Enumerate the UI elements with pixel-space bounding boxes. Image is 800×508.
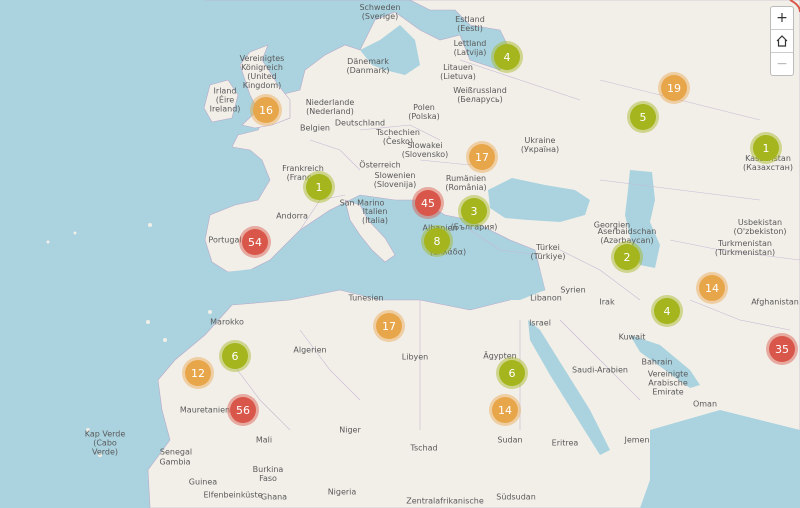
country-label-agypten: Ägypten [483,351,517,361]
marker-cluster[interactable]: 45 [415,190,441,216]
marker-cluster[interactable]: 3 [461,198,487,224]
country-label-sudan: Sudan [497,435,523,445]
country-label-weissrussland: Weißrussland (Беларусь) [453,86,507,104]
marker-cluster[interactable]: 1 [306,174,332,200]
country-label-algerien: Algerien [293,345,327,355]
country-label-turkmenistan: Turkmenistan (Türkmenistan) [714,239,776,257]
marker-cluster[interactable]: 2 [614,244,640,270]
country-label-niederlande: Niederlande (Nederland) [305,98,355,116]
country-label-slowakei: Slowakei (Slovensko) [401,141,449,159]
marker-cluster[interactable]: 14 [492,397,518,423]
country-label-estland: Estland (Eesti) [455,15,485,33]
country-label-schweden: Schweden (Sverige) [359,3,401,21]
country-label-litauen: Litauen (Lietuva) [440,63,476,81]
country-label-libyen: Libyen [401,352,429,362]
country-label-italien: Italien (Italia) [362,207,388,225]
country-label-tunesien: Tunesien [348,293,384,303]
country-label-nigeria: Nigeria [327,487,357,497]
country-label-senegal: Senegal [159,447,193,457]
country-label-eritrea: Eritrea [551,438,579,448]
marker-cluster[interactable]: 17 [469,144,495,170]
country-label-libanon: Libanon [530,293,562,303]
country-label-uk: Vereinigtes Königreich (United Kingdom) [239,54,285,90]
country-label-slowenien: Slowenien (Slovenija) [373,171,417,189]
country-label-kap-verde: Kap Verde (Cabo Verde) [84,429,126,457]
marker-cluster[interactable]: 1 [753,135,779,161]
country-label-deutschland: Deutschland [334,118,386,128]
marker-cluster[interactable]: 12 [185,360,211,386]
country-label-irak: Irak [599,297,615,307]
marker-cluster[interactable]: 8 [424,228,450,254]
zoom-out-button[interactable]: − [776,56,788,72]
marker-cluster[interactable]: 4 [654,298,680,324]
country-label-turkei: Türkei (Türkiye) [530,243,566,261]
country-label-jemen: Jemen [624,435,650,445]
country-label-burkina-faso: Burkina Faso [252,465,284,483]
marker-cluster[interactable]: 54 [242,229,268,255]
marker-cluster[interactable]: 6 [499,360,525,386]
home-button[interactable] [771,30,793,53]
country-label-osterreich: Österreich [359,160,401,170]
country-label-san-marino: San Marino [339,198,385,208]
marker-cluster[interactable]: 16 [253,97,279,123]
country-label-georgien: Georgien [593,220,631,230]
zoom-in-button[interactable]: + [771,7,793,30]
country-label-lettland: Lettland (Latvija) [453,39,487,57]
country-label-syrien: Syrien [560,285,586,295]
country-label-marokko: Marokko [210,317,244,327]
country-label-ukraine: Ukraine (Україна) [520,136,560,154]
country-label-afghanistan: Afghanistan [751,297,799,307]
country-label-danemark: Dänemark (Danmark) [346,57,390,75]
marker-cluster[interactable]: 56 [230,397,256,423]
country-label-sudsudan: Südsudan [496,492,536,502]
marker-cluster[interactable]: 14 [699,275,725,301]
country-label-zentralafrika: Zentralafrikanische [406,496,484,506]
country-label-gambia: Gambia [159,457,191,467]
country-label-vae: Vereinigte Arabische Emirate [647,369,689,397]
country-label-tschad: Tschad [410,443,438,453]
marker-cluster[interactable]: 4 [494,44,520,70]
country-label-bahrain: Bahrain [641,357,673,367]
country-label-kuwait: Kuwait [618,332,646,342]
marker-cluster[interactable]: 5 [630,104,656,130]
marker-cluster[interactable]: 17 [376,313,402,339]
marker-cluster[interactable]: 35 [769,336,795,362]
country-label-niger: Niger [339,425,361,435]
country-label-israel: Israel [529,318,551,328]
marker-cluster[interactable]: 6 [222,343,248,369]
country-label-guinea: Guinea [188,477,218,487]
country-label-bulgarien: (България) [450,222,498,232]
country-label-mauretanien: Mauretanien [179,405,231,415]
country-label-mali: Mali [255,435,273,445]
home-icon [776,35,788,47]
country-label-polen: Polen (Polska) [408,103,440,121]
country-label-aserbaidschan: Aserbaidschan (Azərbaycan) [597,227,657,245]
country-label-ghana: Ghana [260,492,288,502]
country-label-frankreich: Frankreich (France) [282,164,324,182]
country-label-andorra: Andorra [276,211,308,221]
country-label-irland: Irland (Éire Ireland) [209,86,241,114]
country-label-elfenbeinkuste: Elfenbeinküste [203,490,263,500]
country-label-portugal: Portugal [208,235,242,245]
map-controls: + − [770,6,794,76]
country-label-oman: Oman [692,399,718,409]
country-label-griechenland: (Ελλάδα) [429,247,467,257]
country-label-tschechien: Tschechien (Česko) [376,128,420,146]
country-label-saudi-arabien: Saudi-Arabien [571,365,629,375]
country-label-usbekistan: Usbekistan (O'zbekiston) [733,218,787,236]
country-label-belgien: Belgien [300,123,330,133]
marker-cluster[interactable]: 19 [661,75,687,101]
country-label-rumanien: Rumänien (România) [445,174,487,192]
